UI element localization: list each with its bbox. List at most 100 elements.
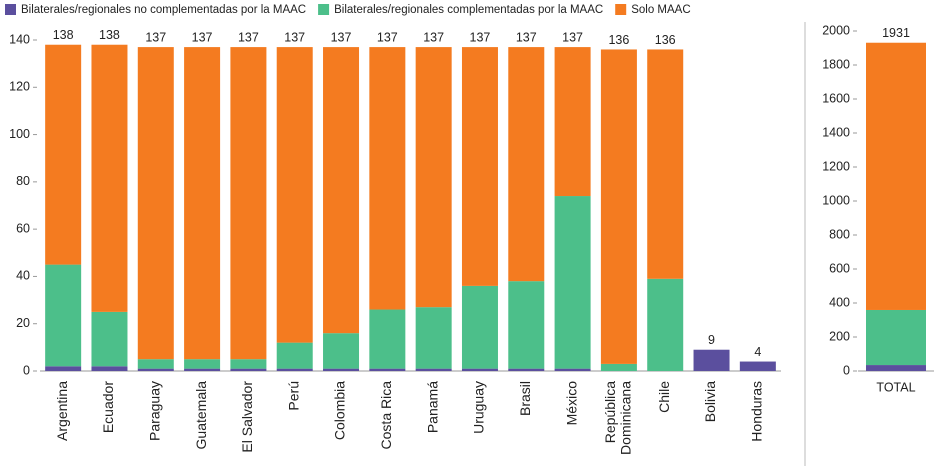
total-label: 9 xyxy=(708,333,715,347)
bar-segment xyxy=(184,359,221,369)
y-tick-label: 1800 xyxy=(822,57,850,71)
x-tick-label: Costa Rica xyxy=(378,381,394,450)
bar-segment xyxy=(508,281,545,369)
bar-segment xyxy=(137,359,174,369)
y-tick-label: 400 xyxy=(829,295,850,309)
x-tick-label: Panamá xyxy=(424,381,440,433)
total-label: 137 xyxy=(562,30,583,44)
legend-label: Bilaterales/regionales no complementadas… xyxy=(21,4,306,16)
total-label: 4 xyxy=(754,345,761,359)
bar-segment xyxy=(323,47,360,334)
legend-label: Solo MAAC xyxy=(631,4,690,16)
bar-segment xyxy=(276,47,313,343)
bar-segment xyxy=(415,368,452,371)
bar-segment xyxy=(461,47,498,286)
bar-segment xyxy=(45,44,82,265)
bar-segment xyxy=(866,365,926,371)
total-label: 137 xyxy=(423,30,444,44)
bar-segment xyxy=(91,366,128,371)
bar-segment xyxy=(230,368,267,371)
total-label: 137 xyxy=(516,30,537,44)
x-tick-label: TOTAL xyxy=(876,380,915,394)
total-label: 136 xyxy=(608,33,629,47)
y-tick-label: 40 xyxy=(16,269,30,283)
bar-segment xyxy=(91,44,128,312)
y-tick-label: 20 xyxy=(16,316,30,330)
x-tick-label: Brasil xyxy=(517,381,533,416)
y-tick-label: 0 xyxy=(843,363,850,377)
total-label: 137 xyxy=(145,30,166,44)
bar-segment xyxy=(554,47,591,197)
bar-segment xyxy=(276,368,313,371)
bar-segment xyxy=(369,368,406,371)
x-tick-label: Argentina xyxy=(54,381,70,441)
bar-segment xyxy=(739,361,776,371)
y-tick-label: 800 xyxy=(829,227,850,241)
bar-segment xyxy=(369,309,406,369)
x-tick-label: Perú xyxy=(285,381,301,411)
bar-segment xyxy=(554,196,591,369)
x-tick-label: RepúblicaDominicana xyxy=(602,381,633,455)
y-tick-label: 140 xyxy=(9,32,30,46)
y-tick-label: 100 xyxy=(9,127,30,141)
total-label: 137 xyxy=(377,30,398,44)
bar-segment xyxy=(693,349,730,371)
y-tick-label: 0 xyxy=(23,363,30,377)
x-tick-label: Guatemala xyxy=(193,381,209,450)
bar-segment xyxy=(554,368,591,371)
total-label: 138 xyxy=(99,28,120,42)
total-label: 137 xyxy=(331,30,352,44)
y-tick-label: 2000 xyxy=(822,23,850,37)
bar-segment xyxy=(137,47,174,360)
y-tick-label: 200 xyxy=(829,329,850,343)
bar-segment xyxy=(230,47,267,360)
bar-segment xyxy=(647,278,684,371)
total-label: 137 xyxy=(284,30,305,44)
legend-swatch xyxy=(318,4,330,15)
bar-segment xyxy=(323,333,360,369)
bar-segment xyxy=(415,47,452,308)
total-label: 137 xyxy=(470,30,491,44)
y-tick-label: 1400 xyxy=(822,125,850,139)
bar-segment xyxy=(647,49,684,279)
bar-segment xyxy=(323,368,360,371)
bar-segment xyxy=(45,264,82,367)
bar-segment xyxy=(184,47,221,360)
total-label: 1931 xyxy=(882,26,910,40)
total-label: 138 xyxy=(53,28,74,42)
bar-segment xyxy=(276,342,313,369)
bar-segment xyxy=(45,366,82,371)
x-tick-label: Chile xyxy=(656,381,672,413)
bar-segment xyxy=(866,42,926,310)
x-tick-label: Bolivia xyxy=(702,381,718,422)
legend-label: Bilaterales/regionales complementadas po… xyxy=(334,4,603,16)
x-tick-label: El Salvador xyxy=(239,381,255,453)
bar-segment xyxy=(230,359,267,369)
y-tick-label: 1000 xyxy=(822,193,850,207)
x-tick-label: Honduras xyxy=(749,381,765,442)
y-tick-label: 1200 xyxy=(822,159,850,173)
y-tick-label: 1600 xyxy=(822,91,850,105)
bar-segment xyxy=(137,368,174,371)
y-tick-label: 120 xyxy=(9,80,30,94)
x-tick-label: Uruguay xyxy=(471,381,487,434)
bar-segment xyxy=(508,368,545,371)
x-tick-label: Ecuador xyxy=(100,381,116,433)
y-tick-label: 80 xyxy=(16,174,30,188)
bar-segment xyxy=(369,47,406,310)
total-label: 137 xyxy=(238,30,259,44)
legend-swatch xyxy=(5,4,16,15)
bar-segment xyxy=(184,368,221,371)
total-label: 136 xyxy=(655,33,676,47)
y-tick-label: 600 xyxy=(829,261,850,275)
x-tick-label: Paraguay xyxy=(146,381,162,441)
y-tick-label: 60 xyxy=(16,221,30,235)
x-tick-label: Colombia xyxy=(332,381,348,440)
x-tick-label: México xyxy=(563,381,579,426)
total-label: 137 xyxy=(192,30,213,44)
legend-swatch xyxy=(615,4,627,15)
bar-segment xyxy=(461,368,498,371)
bar-segment xyxy=(600,363,637,371)
bar-segment xyxy=(600,49,637,364)
